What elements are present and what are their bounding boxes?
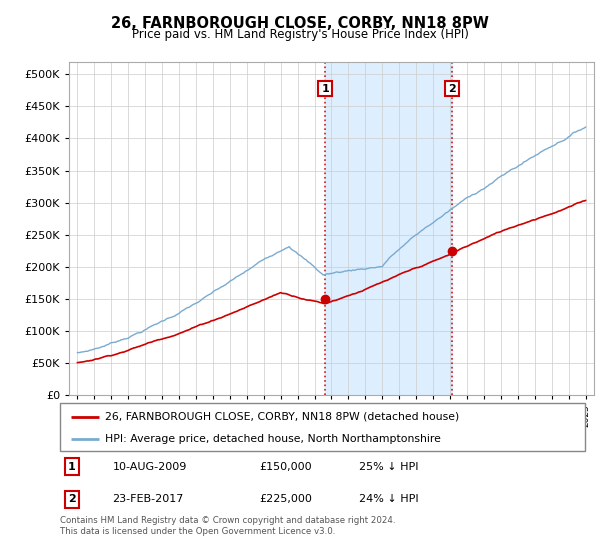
Text: HPI: Average price, detached house, North Northamptonshire: HPI: Average price, detached house, Nort… — [104, 434, 440, 444]
Text: 1: 1 — [321, 83, 329, 94]
Text: 26, FARNBOROUGH CLOSE, CORBY, NN18 8PW (detached house): 26, FARNBOROUGH CLOSE, CORBY, NN18 8PW (… — [104, 412, 459, 422]
Text: 1: 1 — [68, 461, 76, 472]
Bar — [325, 62, 452, 395]
Text: 2: 2 — [448, 83, 456, 94]
Text: 23-FEB-2017: 23-FEB-2017 — [113, 494, 184, 505]
Text: 25% ↓ HPI: 25% ↓ HPI — [359, 461, 419, 472]
Text: 24% ↓ HPI: 24% ↓ HPI — [359, 494, 419, 505]
Text: 2: 2 — [68, 494, 76, 505]
Text: 26, FARNBOROUGH CLOSE, CORBY, NN18 8PW: 26, FARNBOROUGH CLOSE, CORBY, NN18 8PW — [111, 16, 489, 31]
Text: £150,000: £150,000 — [260, 461, 312, 472]
Text: 10-AUG-2009: 10-AUG-2009 — [113, 461, 187, 472]
Text: Price paid vs. HM Land Registry's House Price Index (HPI): Price paid vs. HM Land Registry's House … — [131, 28, 469, 41]
Text: £225,000: £225,000 — [260, 494, 313, 505]
FancyBboxPatch shape — [60, 403, 585, 451]
Text: Contains HM Land Registry data © Crown copyright and database right 2024.
This d: Contains HM Land Registry data © Crown c… — [60, 516, 395, 536]
